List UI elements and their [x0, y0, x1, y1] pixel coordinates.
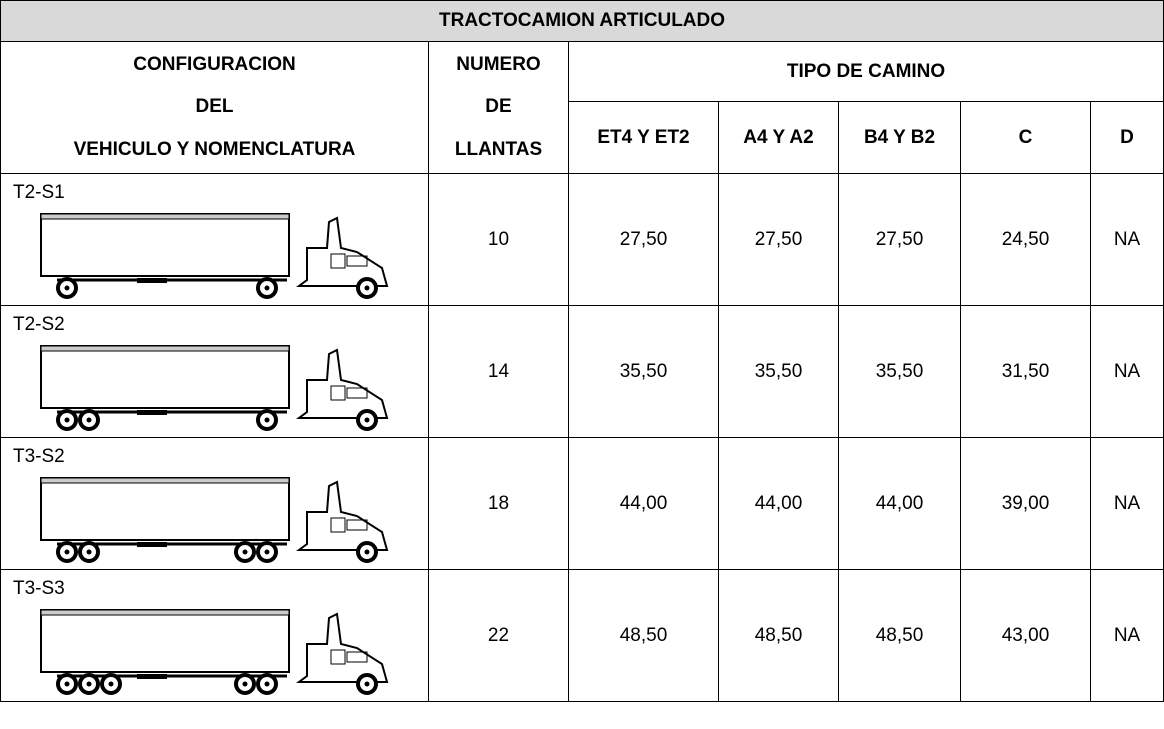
config-name: T2-S1	[13, 182, 65, 203]
truck-icon	[40, 477, 389, 563]
header-config: CONFIGURACION DEL VEHICULO Y NOMENCLATUR…	[0, 41, 429, 174]
value-cell: 31,50	[960, 305, 1091, 438]
config-name: T3-S3	[13, 578, 65, 599]
table-title: TRACTOCAMION ARTICULADO	[0, 0, 1164, 42]
value-cell: 27,50	[568, 173, 719, 306]
header-road: A4 Y A2	[718, 101, 839, 174]
tires-cell: 14	[428, 305, 569, 438]
header-road: ET4 Y ET2	[568, 101, 719, 174]
value-cell: 48,50	[838, 569, 961, 702]
config-cell: T3-S3	[0, 569, 429, 702]
config-cell: T2-S2	[0, 305, 429, 438]
data-row: T2-S2 14 35,50 35,50 35,50 31,50 NA	[0, 305, 1164, 438]
header-road: C	[960, 101, 1091, 174]
tires-cell: 10	[428, 173, 569, 306]
value-cell: 35,50	[718, 305, 839, 438]
header-text: LLANTAS	[454, 139, 543, 161]
config-name: T3-S2	[13, 446, 65, 467]
value-cell: NA	[1089, 437, 1164, 570]
tires-cell: 22	[428, 569, 569, 702]
value-cell: 27,50	[838, 173, 961, 306]
value-cell: 44,00	[568, 437, 719, 570]
data-row: T2-S1 10 27,50 27,50 27,50 24,50 NA	[0, 173, 1164, 306]
header-road: D	[1089, 101, 1164, 174]
value-cell: 39,00	[960, 437, 1091, 570]
value-cell: 43,00	[960, 569, 1091, 702]
header-road: B4 Y B2	[838, 101, 961, 174]
header-text: NUMERO	[456, 53, 541, 75]
header-text: DEL	[195, 96, 234, 118]
data-row: T3-S3 22 48,50 48,50 48,50 43,00 NA	[0, 569, 1164, 702]
truck-icon	[40, 609, 389, 695]
value-cell: 44,00	[838, 437, 961, 570]
value-cell: 35,50	[838, 305, 961, 438]
value-cell: 27,50	[718, 173, 839, 306]
truck-icon	[40, 345, 389, 431]
value-cell: NA	[1089, 305, 1164, 438]
tires-cell: 18	[428, 437, 569, 570]
header-text: VEHICULO Y NOMENCLATURA	[73, 139, 356, 161]
config-name: T2-S2	[13, 314, 65, 335]
value-cell: 24,50	[960, 173, 1091, 306]
header-tires: NUMERO DE LLANTAS	[428, 41, 569, 174]
value-cell: 48,50	[718, 569, 839, 702]
header-text: CONFIGURACION	[133, 53, 296, 75]
value-cell: 48,50	[568, 569, 719, 702]
header-road-type: TIPO DE CAMINO	[567, 41, 1164, 102]
config-cell: T3-S2	[0, 437, 429, 570]
truck-icon	[40, 213, 389, 299]
value-cell: 44,00	[718, 437, 839, 570]
value-cell: NA	[1089, 569, 1164, 702]
header-text: DE	[485, 96, 512, 118]
config-cell: T2-S1	[0, 173, 429, 306]
value-cell: 35,50	[568, 305, 719, 438]
weight-table: TRACTOCAMION ARTICULADO CONFIGURACION DE…	[0, 0, 1164, 702]
data-row: T3-S2 18 44,00 44,00 44,00 39,00 NA	[0, 437, 1164, 570]
value-cell: NA	[1089, 173, 1164, 306]
